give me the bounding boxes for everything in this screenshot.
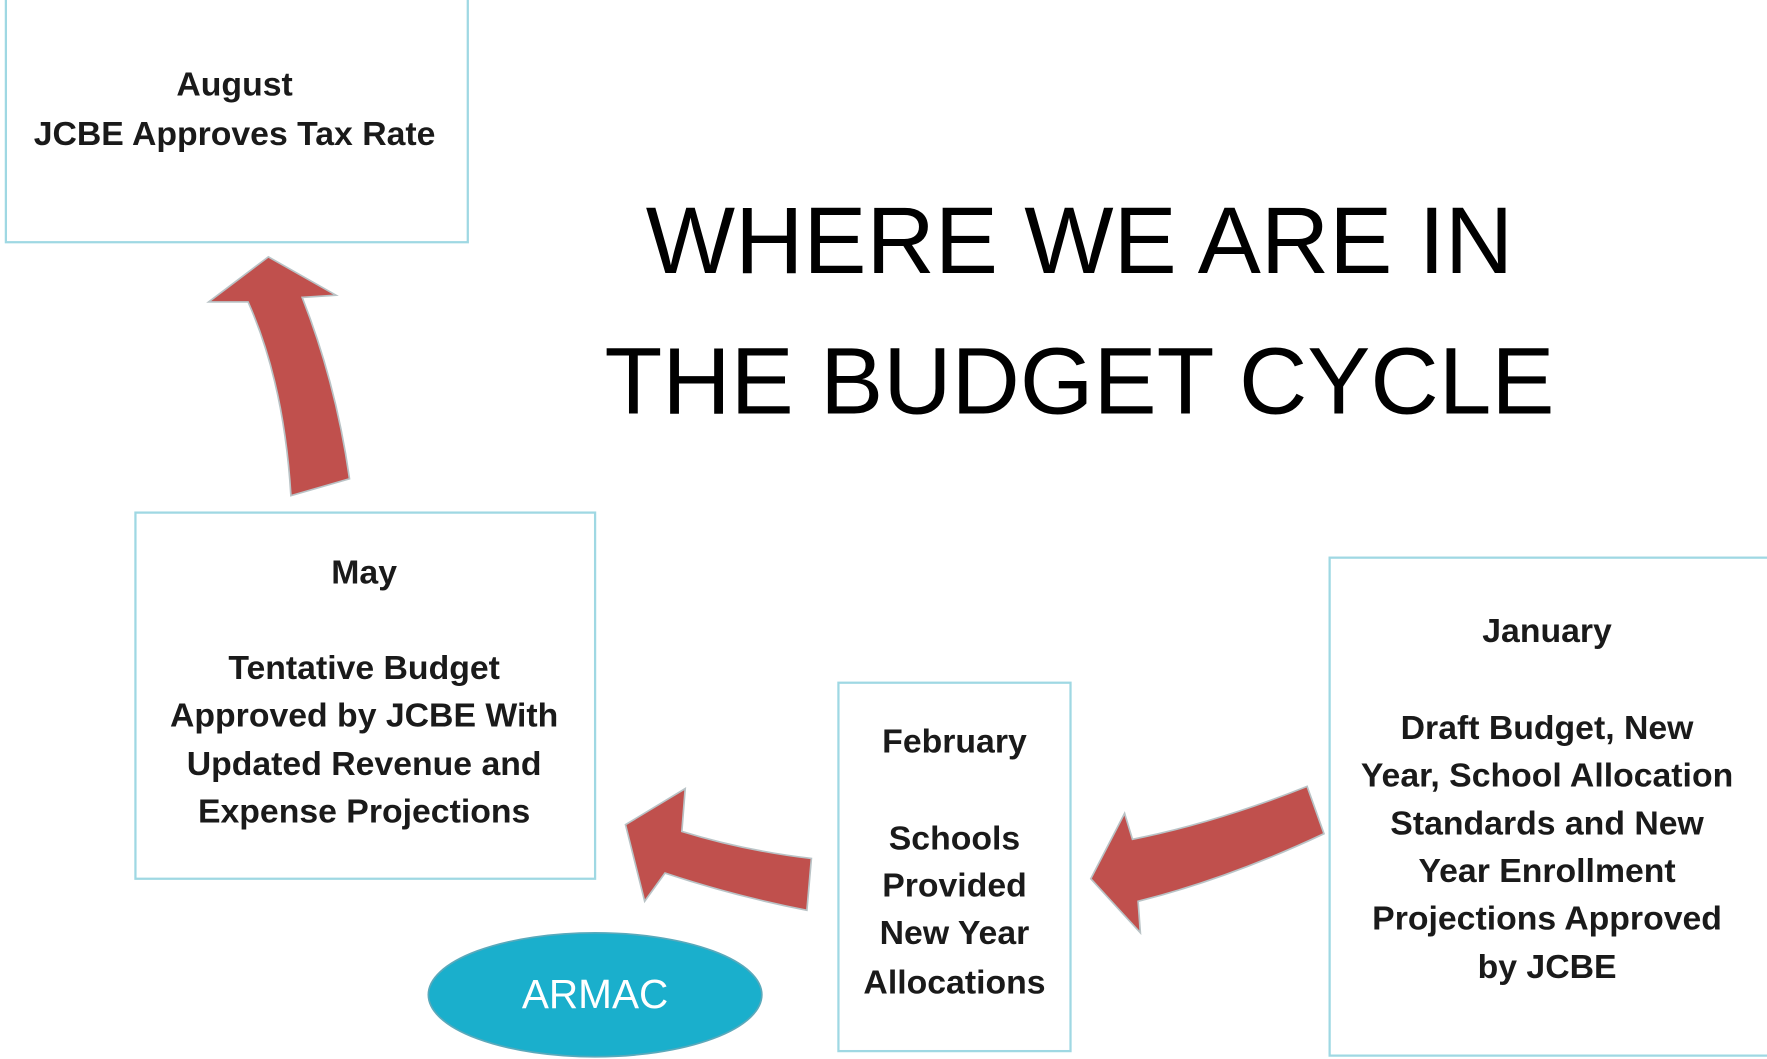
box-line: Draft Budget, New [1401,709,1695,747]
box-line: Allocations [863,964,1045,1002]
title-line: THE BUDGET CYCLE [605,329,1555,435]
box-line: by JCBE [1478,948,1617,986]
box-line: Updated Revenue and [187,745,542,783]
january-box [1328,556,1767,1057]
box-line: Standards and New [1390,805,1704,843]
box-month: August [176,66,292,104]
armac-badge [427,931,763,1058]
box-line: Schools [889,819,1020,857]
box-line: Projections Approved [1372,899,1722,937]
box-line: Year, School Allocation [1361,756,1733,794]
box-line: Year Enrollment [1418,852,1675,890]
may-box [134,511,597,880]
badge-label: ARMAC [522,971,668,1017]
box-line: Approved by JCBE With [170,697,558,735]
august-box [4,0,469,244]
box-line: Expense Projections [198,792,530,830]
box-line: Provided [882,867,1027,905]
title-line: WHERE WE ARE IN [646,188,1513,294]
february-box [837,681,1072,1053]
arrow-left-may [624,787,813,912]
box-line: New Year [880,914,1030,952]
box-line: Tentative Budget [228,649,500,687]
box-month: February [882,722,1027,760]
box-month: January [1482,612,1612,650]
box-month: May [331,553,397,591]
arrow-up [206,255,351,497]
box-line: JCBE Approves Tax Rate [34,115,436,153]
arrow-left-february [1089,785,1326,936]
